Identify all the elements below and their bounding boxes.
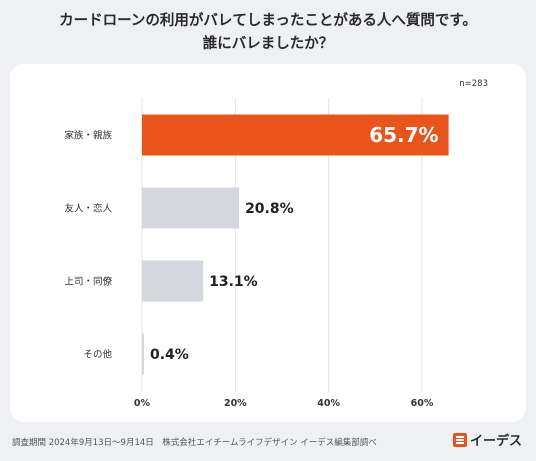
data-label: 65.7% — [369, 123, 438, 147]
logo-icon — [452, 432, 467, 447]
data-label: 0.4% — [150, 347, 189, 363]
bar — [142, 114, 449, 156]
category-label: その他 — [83, 349, 112, 361]
sample-size-label: n=283 — [459, 79, 488, 89]
x-tick-label: 0% — [134, 398, 151, 409]
bar — [142, 260, 204, 302]
category-label: 上司・同僚 — [64, 276, 112, 288]
title-line-2: 誰にバレましたか？ — [202, 36, 334, 52]
brand-logo: イーデス — [452, 430, 522, 449]
data-label: 13.1% — [209, 274, 258, 290]
chart-card: n=283 0% 20% 40% 60% 家族・親族 65.7% 友人・恋人 20.8% 上司・同… — [10, 64, 526, 422]
x-tick-label: 40% — [317, 398, 340, 409]
category-label: 家族・親族 — [64, 130, 112, 142]
data-label: 20.8% — [245, 201, 294, 217]
bar-chart: n=283 0% 20% 40% 60% 家族・親族 65.7% 友人・恋人 20.8% 上司・同… — [64, 79, 488, 409]
category-label: 友人・恋人 — [64, 203, 112, 215]
x-tick-label: 60% — [411, 398, 434, 409]
logo-text: イーデス — [469, 434, 522, 449]
bar — [142, 187, 240, 229]
chart-title: カードローンの利用がバレてしまったことがある人へ質問です。 誰にバレましたか？ — [0, 10, 536, 56]
x-tick-label: 20% — [224, 398, 247, 409]
bar — [142, 333, 144, 375]
survey-footer: 調査期間 2024年9月13日〜9月14日 株式会社エイチームライフデザイン イ… — [12, 438, 377, 448]
title-line-1: カードローンの利用がバレてしまったことがある人へ質問です。 — [59, 13, 477, 29]
